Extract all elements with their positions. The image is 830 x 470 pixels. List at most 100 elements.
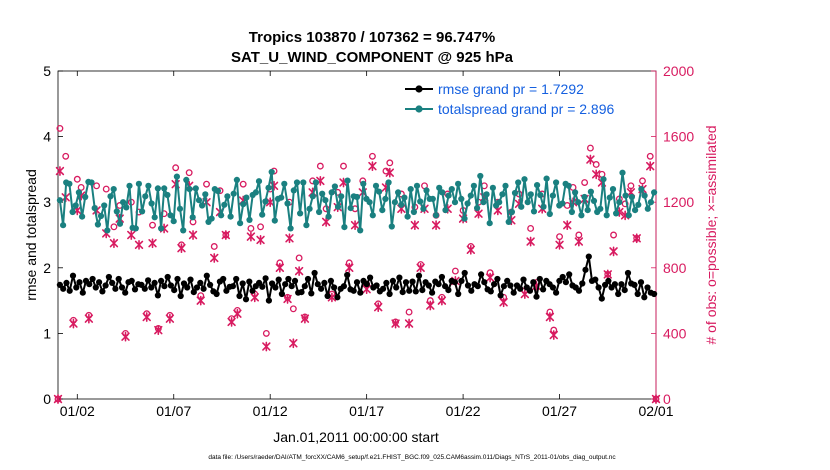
totalspread-point [142, 193, 149, 200]
rmse-point [174, 275, 181, 283]
rmse-point [239, 280, 246, 287]
totalspread-point [75, 189, 82, 196]
rmse-point [318, 285, 325, 292]
obs-assimilated-marker [275, 262, 285, 273]
totalspread-point [180, 227, 187, 234]
obs-assimilated-marker [250, 292, 259, 303]
totalspread-point [616, 199, 623, 206]
obs-assimilated-marker [431, 220, 441, 231]
totalspread-point [293, 179, 301, 186]
totalspread-point [230, 190, 237, 197]
obs-possible-marker [110, 223, 118, 231]
obs-possible-marker [316, 162, 324, 170]
chart-title-line1: Tropics 103870 / 107362 = 96.747% [249, 29, 495, 46]
rmse-point [246, 278, 253, 285]
totalspread-point [183, 176, 190, 183]
totalspread-point [344, 177, 351, 184]
totalspread-point [227, 213, 234, 220]
rmse-point [451, 279, 458, 286]
obs-possible-marker [102, 185, 110, 193]
totalspread-point [436, 184, 443, 191]
obs-possible-marker [451, 267, 459, 275]
totalspread-point [464, 200, 471, 207]
totalspread-point [540, 203, 547, 210]
obs-assimilated-marker [84, 313, 94, 324]
rmse-point [308, 290, 315, 297]
totalspread-point [442, 207, 449, 214]
rmse-point [533, 293, 540, 300]
obs-assimilated-marker [345, 262, 354, 273]
obs-assimilated-marker [385, 167, 394, 178]
totalspread-point [325, 213, 332, 220]
rmse-point [304, 275, 312, 283]
rmse-point [507, 282, 514, 289]
rmse-point [324, 292, 331, 300]
rmse-point [536, 275, 543, 283]
rmse-point [549, 284, 557, 291]
legend-spread-marker [415, 105, 423, 113]
rmse-point [187, 276, 194, 283]
totalspread-point [379, 207, 386, 214]
totalspread-point [455, 180, 462, 187]
totalspread-point [515, 179, 522, 186]
rmse-point [115, 275, 122, 283]
totalspread-point [632, 207, 639, 214]
totalspread-point [255, 178, 263, 185]
rmse-point [69, 272, 77, 279]
totalspread-point [170, 218, 177, 225]
obs-assimilated-marker [233, 308, 242, 319]
obs-possible-marker [247, 224, 255, 232]
rmse-point [559, 273, 566, 281]
rmse-point [500, 283, 507, 290]
totalspread-point [606, 194, 613, 201]
obs-assimilated-marker [555, 239, 564, 250]
totalspread-point [199, 202, 206, 209]
rmse-point [109, 279, 116, 286]
axis-ticks: 01/02 01/07 01/12 01/17 01/22 01/27 02/0101234… [43, 63, 694, 419]
rmse-point [438, 273, 445, 281]
obs-assimilated-marker [227, 317, 236, 327]
data-file-footer: data file: /Users/raeder/DAI/ATM_forcXX/… [208, 454, 616, 461]
totalspread-point [154, 185, 161, 192]
totalspread-point [281, 180, 288, 187]
obs-assimilated-marker [609, 246, 618, 257]
totalspread-point [581, 193, 588, 201]
rmse-point [644, 284, 651, 291]
totalspread-point [572, 189, 579, 196]
totalspread-point [341, 224, 348, 231]
obs-assimilated-marker [294, 266, 304, 276]
rmse-point [154, 292, 161, 299]
obs-assimilated-marker [289, 338, 298, 349]
rmse-point [311, 269, 318, 277]
y-tick-right-label: 2000 [663, 63, 694, 79]
obs-assimilated-marker [177, 243, 186, 253]
totalspread-point [398, 201, 405, 208]
obs-assimilated-marker [499, 297, 508, 308]
rmse-point [327, 277, 334, 284]
obs-assimilated-marker [134, 239, 144, 250]
obs-assimilated-marker [485, 272, 495, 283]
rmse-point [282, 281, 289, 288]
totalspread-point [353, 193, 361, 201]
totalspread-point [382, 195, 389, 202]
y-axis-left-label: rmse and totalspread [23, 169, 39, 301]
x-tick-label: 01/12 [253, 403, 288, 419]
totalspread-point [467, 192, 474, 199]
obs-assimilated-marker [154, 325, 163, 336]
obs-possible-marker [77, 183, 85, 191]
y-tick-right-label: 1600 [663, 129, 694, 145]
totalspread-point [597, 205, 604, 212]
y-tick-left-label: 4 [43, 129, 51, 145]
totalspread-point [104, 227, 111, 234]
totalspread-point [584, 207, 591, 214]
totalspread-point [423, 187, 430, 194]
rmse-point [530, 279, 537, 286]
totalspread-point [638, 186, 645, 193]
totalspread-point [271, 217, 278, 224]
totalspread-point [259, 211, 266, 218]
rmse-point [415, 272, 423, 279]
totalspread-point [91, 205, 98, 212]
totalspread-point [489, 184, 496, 191]
rmse-point [314, 281, 321, 288]
obs-assimilated-marker [632, 233, 641, 244]
